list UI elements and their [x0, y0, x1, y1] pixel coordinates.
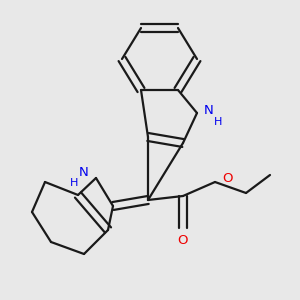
Text: H: H [214, 117, 222, 127]
Text: H: H [70, 178, 78, 188]
Text: O: O [178, 234, 188, 247]
Text: O: O [222, 172, 232, 185]
Text: N: N [79, 167, 89, 179]
Text: N: N [204, 103, 214, 116]
